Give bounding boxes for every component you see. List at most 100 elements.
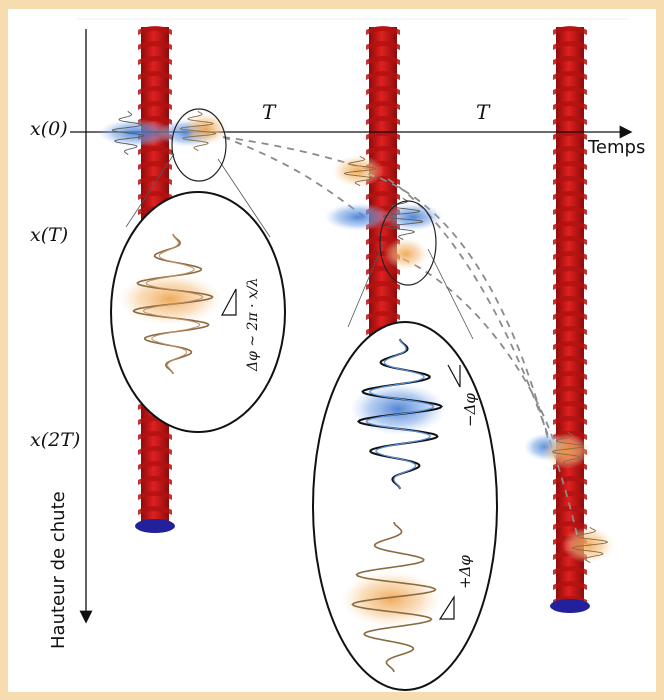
beam-right-ridge: [553, 266, 587, 275]
phase-arrows: [220, 288, 461, 620]
beam-middle-ridge: [366, 236, 400, 245]
packet-orange-final-a: [542, 433, 590, 469]
beam-base-left: [135, 519, 175, 533]
phase-arrow-plus: [438, 594, 455, 620]
beam-left-ridge: [138, 161, 172, 170]
beam-right-ridge: [553, 116, 587, 125]
beam-middle: [366, 26, 400, 350]
zoom-source-circle-left: [171, 108, 227, 182]
beam-right-ridge: [553, 221, 587, 230]
beam-middle-ridge: [366, 266, 400, 275]
small-wave-2: [179, 110, 217, 152]
beam-right-ridge: [553, 581, 587, 590]
small-wave-lines: [111, 110, 608, 564]
beam-middle-core: [369, 27, 397, 349]
beam-left-ridge: [138, 431, 172, 440]
beam-right-ridge: [553, 341, 587, 350]
phase-arrow-minus: [447, 364, 461, 388]
beam-right-ridge: [553, 191, 587, 200]
beam-middle-ridge: [366, 296, 400, 305]
beam-middle-ridge: [366, 71, 400, 80]
trajectory-upper: [222, 136, 369, 170]
small-wave-6: [572, 526, 608, 564]
beam-middle-ridge: [366, 101, 400, 110]
beam-right-ridge: [553, 326, 587, 335]
beam-right-ridge: [553, 26, 587, 35]
phase-arrow-left: [220, 288, 237, 316]
label-x2T: x(2T): [30, 429, 80, 451]
figure-frame: x(0) x(T) x(2T) T T Temps Hauteur de chu…: [8, 9, 656, 692]
formula-minus-phase: −Δφ: [461, 393, 479, 427]
small-wave-5: [551, 431, 585, 467]
beam-middle-ridge: [366, 131, 400, 140]
beam-left-ridge: [138, 146, 172, 155]
beam-right-ridge: [553, 386, 587, 395]
beam-middle-ridge: [366, 281, 400, 290]
trajectory-lower: [222, 136, 369, 220]
beam-left-ridge: [138, 476, 172, 485]
beam-right-ridge: [553, 176, 587, 185]
beam-middle-ridge: [366, 56, 400, 65]
zoom-right-orange-packet: [341, 571, 441, 627]
zoom-right-wave-blue: [365, 338, 435, 490]
beam-middle-ridge: [366, 26, 400, 35]
beam-right-ridge: [553, 131, 587, 140]
beam-middle-ridge: [366, 41, 400, 50]
zoom-source-circle-right: [379, 200, 437, 286]
label-hauteur-de-chute: Hauteur de chute: [48, 491, 69, 649]
formula-left-phase: Δφ ~ 2π · x/λ: [245, 278, 261, 373]
beam-right-ridge: [553, 206, 587, 215]
beam-middle-ridge: [366, 146, 400, 155]
beam-right-ridge: [553, 401, 587, 410]
beam-left-ridge: [138, 446, 172, 455]
beam-right-ridge: [553, 251, 587, 260]
zoom-wave-lines: [132, 233, 444, 673]
beam-right-ridge: [553, 56, 587, 65]
label-xT: x(T): [30, 224, 68, 246]
beam-right-ridge: [553, 161, 587, 170]
zoom-right-wave-brown: [351, 521, 437, 673]
connector-left-a: [125, 153, 175, 228]
beam-left-ridge: [138, 461, 172, 470]
beam-middle-ridge: [366, 86, 400, 95]
beam-left-ridge: [138, 71, 172, 80]
beam-left-ridge: [138, 176, 172, 185]
zoom-circle-right: [312, 321, 498, 691]
beam-middle-ridge: [366, 311, 400, 320]
packet-blue-mid-left: [324, 203, 392, 231]
beam-right-ridge: [553, 86, 587, 95]
beam-left-ridge: [138, 491, 172, 500]
beam-right-ridge: [553, 371, 587, 380]
interferometer-diagram: x(0) x(T) x(2T) T T Temps Hauteur de chu…: [30, 18, 645, 691]
small-wave-3: [382, 197, 424, 241]
beam-right-ridge: [553, 296, 587, 305]
packet-blue-mid-right: [383, 203, 443, 231]
beam-right-ridge: [553, 41, 587, 50]
beam-right-ridge: [553, 416, 587, 425]
connector-right-b: [427, 248, 474, 340]
beam-right-ridge: [553, 311, 587, 320]
beam-middle-ridge: [366, 116, 400, 125]
beam-left-ridge: [138, 56, 172, 65]
trajectory-c: [387, 178, 579, 540]
small-wave-4: [343, 155, 377, 187]
trajectories: [222, 136, 579, 540]
trajectory-a: [367, 173, 549, 440]
beam-right-ridge: [553, 146, 587, 155]
connector-left-b: [217, 158, 271, 238]
label-T-first: T: [262, 100, 277, 124]
beam-left-ridge: [138, 116, 172, 125]
label-T-second: T: [476, 100, 491, 124]
formula-plus-phase: +Δφ: [456, 555, 474, 589]
connector-right-a: [347, 243, 384, 328]
beam-base-right: [550, 599, 590, 613]
small-wave-1: [111, 110, 145, 156]
beam-left-ridge: [138, 191, 172, 200]
trajectory-b: [402, 258, 554, 440]
label-temps: Temps: [587, 137, 645, 158]
zoom-connectors: [125, 153, 474, 340]
beam-right-ridge: [553, 566, 587, 575]
beam-right-ridge: [553, 491, 587, 500]
beam-right-ridge: [553, 236, 587, 245]
beam-left-ridge: [138, 41, 172, 50]
